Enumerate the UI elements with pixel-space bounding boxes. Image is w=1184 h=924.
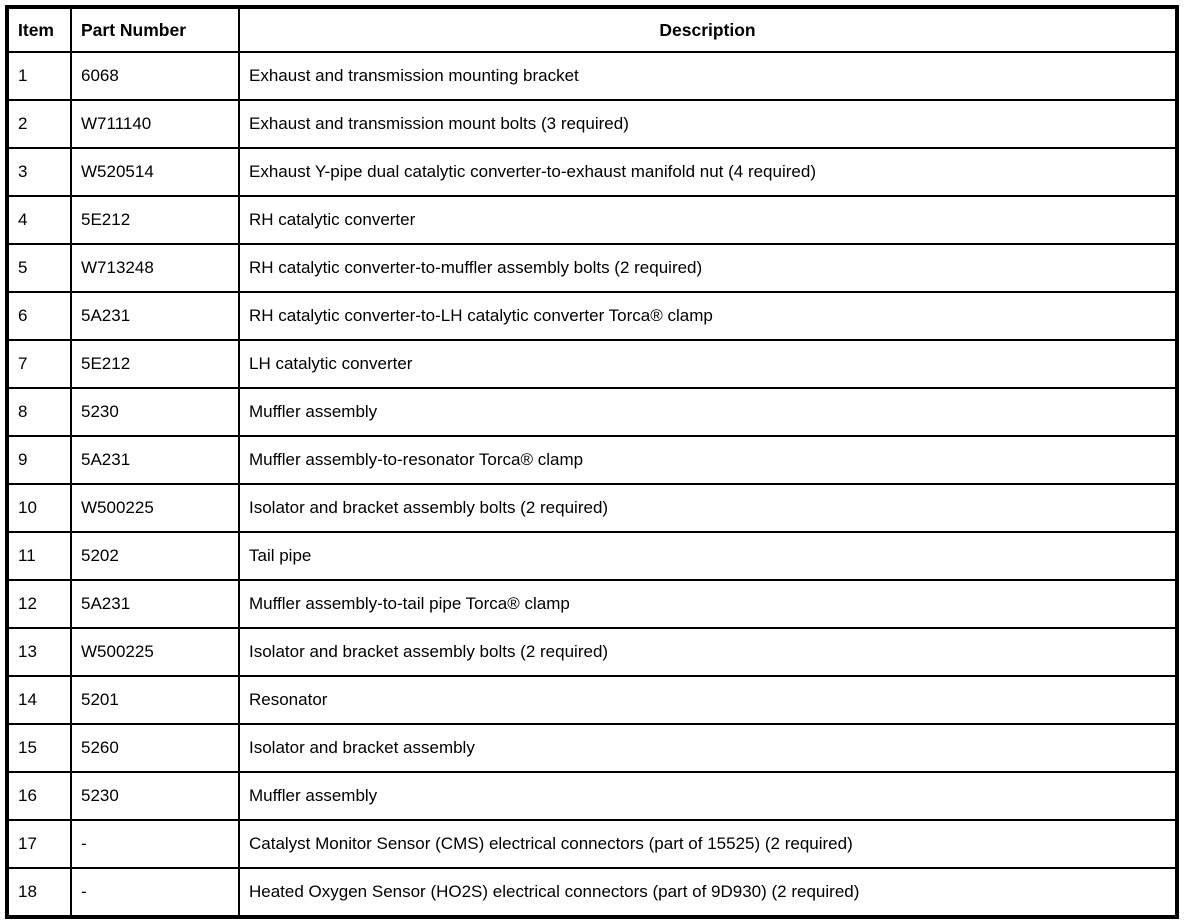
column-header-item: Item <box>6 6 72 53</box>
item-cell: 3 <box>6 147 72 197</box>
column-header-description: Description <box>238 6 1178 53</box>
table-row: 15 5260 Isolator and bracket assembly <box>6 723 1178 773</box>
table-row: 2 W711140 Exhaust and transmission mount b… <box>6 99 1178 149</box>
part-number-cell: 5E212 <box>70 339 240 389</box>
table-row: 8 5230 Muffler assembly <box>6 387 1178 437</box>
description-cell: RH catalytic converter-to-muffler assemb… <box>238 243 1178 293</box>
part-number-cell: 5E212 <box>70 195 240 245</box>
table-row: 11 5202 Tail pipe <box>6 531 1178 581</box>
table-row: 1 6068 Exhaust and transmission mounting b… <box>6 51 1178 101</box>
item-cell: 16 <box>6 771 72 821</box>
part-number-cell: W520514 <box>70 147 240 197</box>
table-row: 9 5A231 Muffler assembly-to-resonator Torc… <box>6 435 1178 485</box>
item-cell: 15 <box>6 723 72 773</box>
description-cell: Muffler assembly-to-resonator Torca® cla… <box>238 435 1178 485</box>
table-row: 16 5230 Muffler assembly <box>6 771 1178 821</box>
item-cell: 4 <box>6 195 72 245</box>
part-number-cell: W713248 <box>70 243 240 293</box>
table-row: 18- Heated Oxygen Sensor (HO2S) electrica… <box>6 867 1178 918</box>
table-row: 3 W520514 Exhaust Y-pipe dual catalytic co… <box>6 147 1178 197</box>
description-cell: Heated Oxygen Sensor (HO2S) electrical c… <box>238 867 1178 918</box>
table-row: 4 5E212 RH catalytic converter <box>6 195 1178 245</box>
description-cell: Isolator and bracket assembly bolts (2 r… <box>238 483 1178 533</box>
description-cell: Catalyst Monitor Sensor (CMS) electrical… <box>238 819 1178 869</box>
part-number-cell: - <box>70 819 240 869</box>
parts-table: Item Part Number Description 1 6068 Exhaus… <box>5 5 1179 919</box>
description-cell: Muffler assembly <box>238 387 1178 437</box>
description-cell: Isolator and bracket assembly <box>238 723 1178 773</box>
part-number-cell: 6068 <box>70 51 240 101</box>
part-number-cell: W500225 <box>70 483 240 533</box>
table-row: 17- Catalyst Monitor Sensor (CMS) electri… <box>6 819 1178 869</box>
table-row: 6 5A231 RH catalytic converter-to-LH catal… <box>6 291 1178 341</box>
part-number-cell: 5A231 <box>70 291 240 341</box>
part-number-cell: 5230 <box>70 771 240 821</box>
description-cell: Isolator and bracket assembly bolts (2 r… <box>238 627 1178 677</box>
part-number-cell: 5260 <box>70 723 240 773</box>
part-number-cell: 5230 <box>70 387 240 437</box>
item-cell: 18 <box>6 867 72 918</box>
part-number-cell: 5A231 <box>70 435 240 485</box>
item-cell: 9 <box>6 435 72 485</box>
item-cell: 13 <box>6 627 72 677</box>
part-number-cell: W500225 <box>70 627 240 677</box>
description-cell: Muffler assembly-to-tail pipe Torca® cla… <box>238 579 1178 629</box>
description-cell: Resonator <box>238 675 1178 725</box>
item-cell: 8 <box>6 387 72 437</box>
description-cell: RH catalytic converter <box>238 195 1178 245</box>
table-body: 1 6068 Exhaust and transmission mounting b… <box>6 51 1178 918</box>
table-row: 7 5E212 LH catalytic converter <box>6 339 1178 389</box>
description-cell: Tail pipe <box>238 531 1178 581</box>
description-cell: Exhaust Y-pipe dual catalytic converter-… <box>238 147 1178 197</box>
item-cell: 12 <box>6 579 72 629</box>
part-number-cell: - <box>70 867 240 918</box>
item-cell: 7 <box>6 339 72 389</box>
item-cell: 14 <box>6 675 72 725</box>
item-cell: 5 <box>6 243 72 293</box>
table-row: 10 W500225 Isolator and bracket assembly b… <box>6 483 1178 533</box>
item-cell: 11 <box>6 531 72 581</box>
column-header-part-number: Part Number <box>70 6 240 53</box>
item-cell: 2 <box>6 99 72 149</box>
item-cell: 6 <box>6 291 72 341</box>
header-row: Item Part Number Description <box>6 6 1178 53</box>
table-row: 13 W500225 Isolator and bracket assembly b… <box>6 627 1178 677</box>
description-cell: Muffler assembly <box>238 771 1178 821</box>
description-cell: RH catalytic converter-to-LH catalytic c… <box>238 291 1178 341</box>
part-number-cell: 5201 <box>70 675 240 725</box>
item-cell: 1 <box>6 51 72 101</box>
part-number-cell: W711140 <box>70 99 240 149</box>
item-cell: 10 <box>6 483 72 533</box>
description-cell: Exhaust and transmission mount bolts (3 … <box>238 99 1178 149</box>
table-row: 12 5A231 Muffler assembly-to-tail pipe Tor… <box>6 579 1178 629</box>
table-row: 5 W713248 RH catalytic converter-to-muffle… <box>6 243 1178 293</box>
part-number-cell: 5202 <box>70 531 240 581</box>
part-number-cell: 5A231 <box>70 579 240 629</box>
item-cell: 17 <box>6 819 72 869</box>
table-row: 14 5201 Resonator <box>6 675 1178 725</box>
description-cell: Exhaust and transmission mounting bracke… <box>238 51 1178 101</box>
description-cell: LH catalytic converter <box>238 339 1178 389</box>
